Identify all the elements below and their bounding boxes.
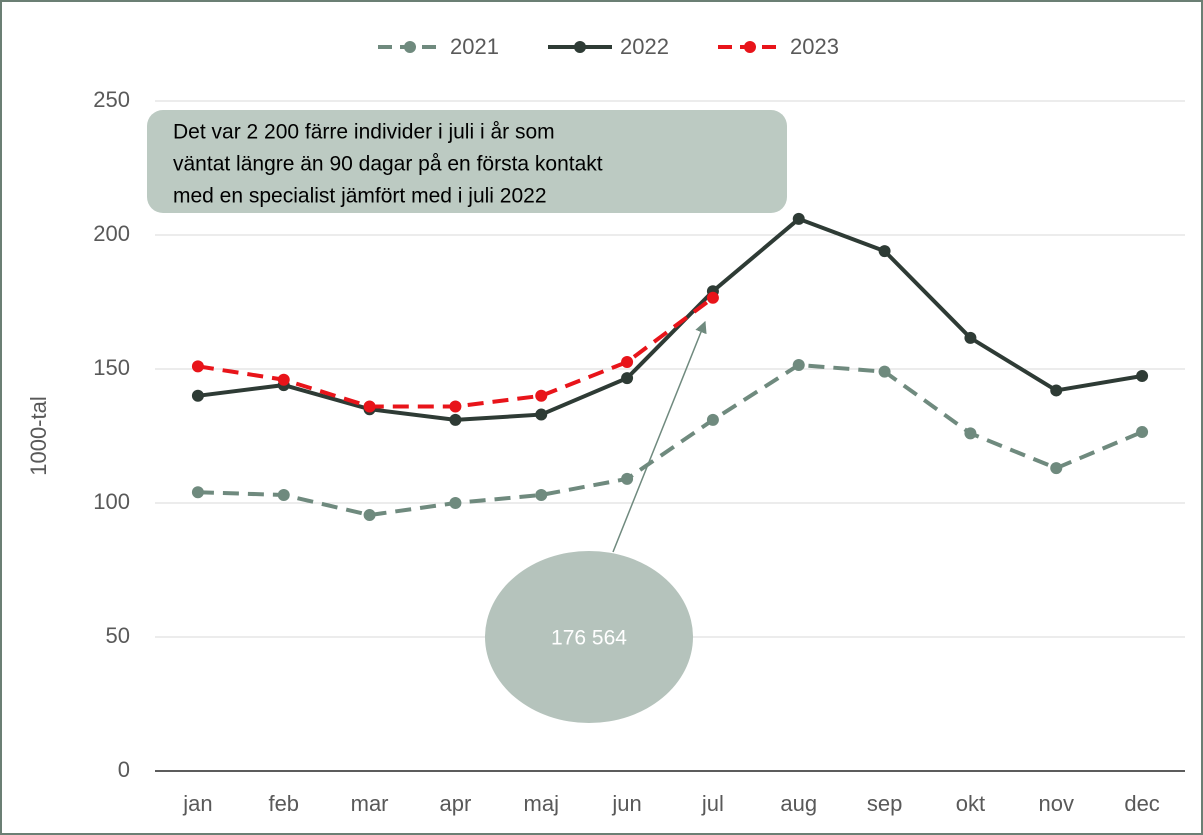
point [792, 212, 805, 225]
point [1136, 369, 1149, 382]
point [277, 373, 290, 386]
point [621, 356, 634, 369]
legend-label: 2021 [450, 34, 499, 59]
point [277, 488, 290, 501]
legend-marker [574, 41, 586, 53]
point [621, 472, 634, 485]
point [1136, 425, 1149, 438]
point [191, 389, 204, 402]
point [363, 509, 376, 522]
point [706, 291, 719, 304]
x-tick-label: jul [701, 791, 724, 816]
point [964, 427, 977, 440]
x-tick-label: maj [524, 791, 559, 816]
x-tick-label: okt [956, 791, 985, 816]
y-tick-label: 0 [118, 757, 130, 782]
y-tick-label: 150 [93, 355, 130, 380]
y-tick-label: 250 [93, 87, 130, 112]
annotation-box [147, 110, 787, 213]
y-tick-label: 50 [106, 623, 130, 648]
annotation-bubble [485, 551, 693, 723]
x-tick-label: jan [182, 791, 212, 816]
point [1050, 462, 1063, 475]
x-tick-label: mar [351, 791, 389, 816]
legend-marker [744, 41, 756, 53]
point [449, 413, 462, 426]
legend-label: 2022 [620, 34, 669, 59]
point [878, 245, 891, 258]
annotation-text: väntat längre än 90 dagar på en första k… [173, 153, 603, 176]
point [621, 372, 634, 385]
x-tick-label: feb [268, 791, 299, 816]
point [449, 400, 462, 413]
y-tick-label: 200 [93, 221, 130, 246]
annotation-text: Det var 2 200 färre individer i juli i å… [173, 121, 555, 144]
point [706, 413, 719, 426]
annotation-text: med en specialist jämfört med i juli 202… [173, 185, 547, 208]
annotation-arrow [612, 320, 707, 553]
point [964, 331, 977, 344]
x-tick-label: aug [780, 791, 817, 816]
point [792, 358, 805, 371]
point [449, 497, 462, 509]
point [535, 488, 548, 501]
y-axis-label: 1000-tal [26, 396, 51, 476]
series-line [197, 216, 1143, 422]
point [191, 486, 204, 499]
x-tick-label: jun [611, 791, 641, 816]
point [535, 408, 548, 421]
point [191, 360, 204, 373]
point [878, 365, 891, 378]
x-tick-label: nov [1039, 791, 1074, 816]
x-tick-label: dec [1124, 791, 1159, 816]
x-tick-label: apr [440, 791, 472, 816]
x-tick-label: sep [867, 791, 902, 816]
point [363, 400, 376, 413]
point [535, 389, 548, 402]
point [1050, 384, 1063, 397]
annotation-value: 176 564 [551, 627, 627, 650]
legend-label: 2023 [790, 34, 839, 59]
y-tick-label: 100 [93, 489, 130, 514]
series-line [197, 362, 1143, 518]
legend-marker [404, 41, 416, 53]
